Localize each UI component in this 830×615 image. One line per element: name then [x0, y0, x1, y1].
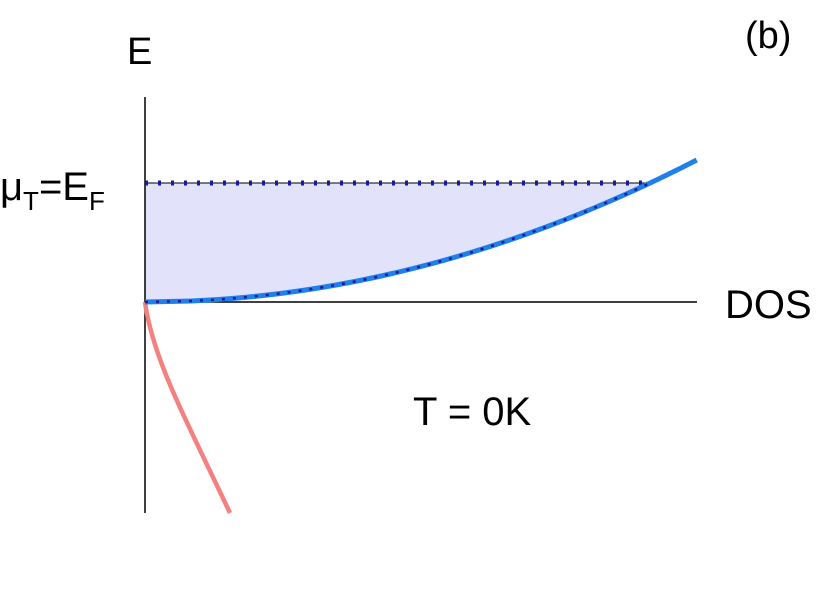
- temperature-label: T = 0K: [413, 390, 532, 434]
- mu: μ: [0, 165, 23, 209]
- dos-axis-label: DOS: [725, 283, 812, 327]
- mu-subscript: T: [23, 186, 39, 216]
- energy-axis-label: E: [127, 31, 152, 73]
- panel-label: (b): [745, 15, 791, 57]
- valence-dos-curve: [142, 301, 233, 514]
- f-subscript: F: [89, 186, 105, 216]
- equals-e: =E: [39, 165, 89, 209]
- occupied-dos-dots: [144, 181, 651, 304]
- fermi-level-label: μT=EF: [0, 165, 105, 216]
- occupied-states: [145, 183, 651, 302]
